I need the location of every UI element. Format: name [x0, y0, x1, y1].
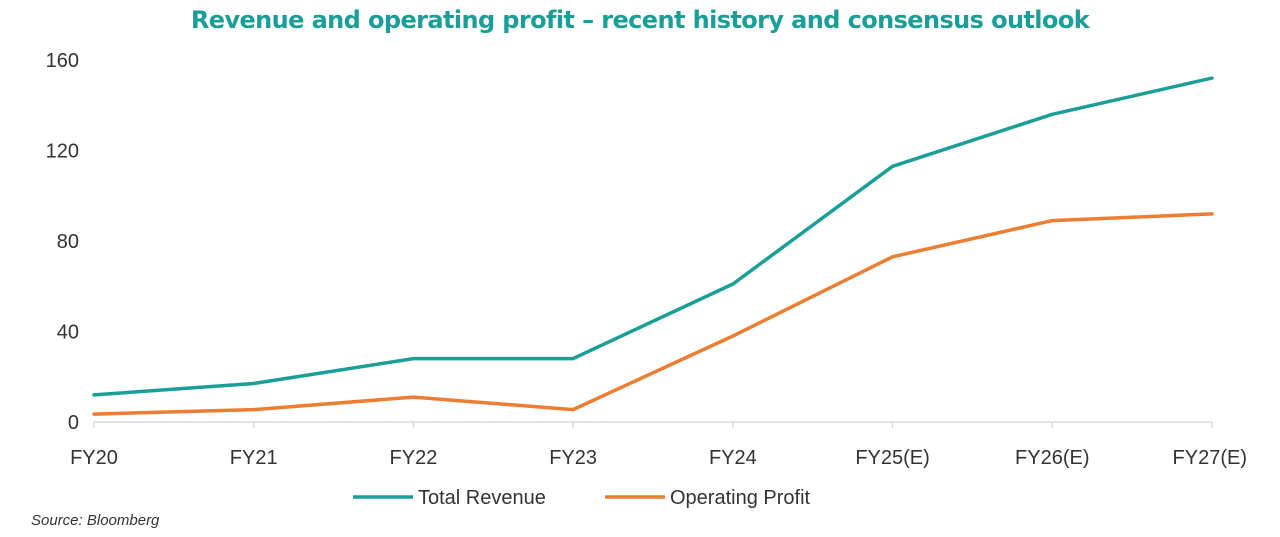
x-tick-label: FY20 [70, 447, 118, 469]
x-tick-label: FY22 [390, 447, 438, 469]
series-line-total-revenue [92, 76, 1214, 397]
x-tick-label: FY25(E) [855, 447, 929, 469]
x-axis-ticks: FY20 FY21 FY22 FY23 FY24 FY25(E) FY26(E) FY27(E… [70, 422, 1247, 469]
y-tick-label: 80 [57, 231, 79, 253]
y-tick-label: 0 [68, 412, 79, 434]
x-tick-label: FY24 [709, 447, 757, 469]
legend-label: Total Revenue [418, 487, 546, 509]
series-layer [92, 76, 1214, 416]
x-tick-label: FY27(E) [1173, 447, 1247, 469]
legend-item-operating-profit: Operating Profit [605, 487, 811, 509]
chart-title: Revenue and operating profit – recent hi… [190, 6, 1090, 34]
y-tick-label: 160 [46, 50, 79, 72]
legend-item-total-revenue: Total Revenue [353, 487, 546, 509]
y-tick-label: 120 [46, 141, 79, 163]
x-tick-label: FY23 [549, 447, 597, 469]
source-note: Source: Bloomberg [31, 512, 160, 529]
x-tick-label: FY26(E) [1015, 447, 1089, 469]
y-tick-label: 40 [57, 322, 79, 344]
legend-label: Operating Profit [670, 487, 811, 509]
legend: Total Revenue Operating Profit [353, 487, 811, 509]
series-line-operating-profit [92, 212, 1214, 416]
x-tick-label: FY21 [230, 447, 278, 469]
y-axis-ticks: 0 40 80 120 160 [46, 50, 79, 434]
